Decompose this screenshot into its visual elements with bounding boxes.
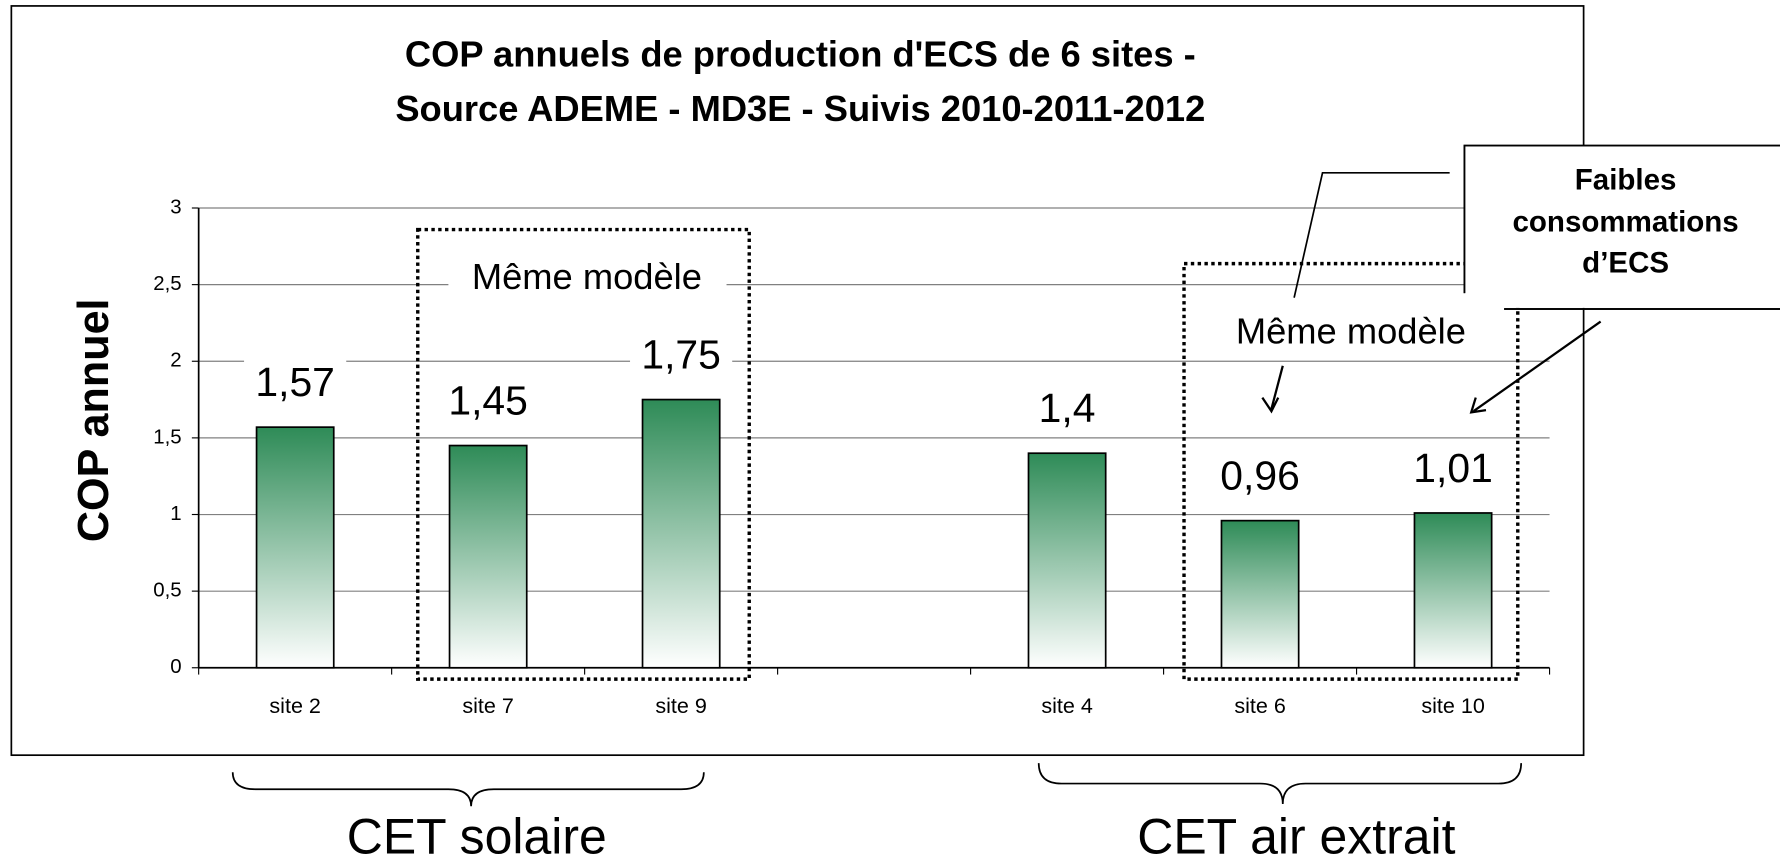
y-tick-label: 2,5 [153, 273, 181, 295]
bar [448, 444, 528, 669]
group-box [1182, 261, 1520, 681]
x-tick-label: site 2 [269, 693, 321, 718]
data-label: 1,75 [641, 331, 721, 377]
y-tick-label: 0,5 [153, 580, 181, 602]
y-axis-label: COP annuel [70, 298, 118, 542]
data-label: 1,01 [1413, 445, 1493, 491]
group-label: CET solaire [347, 808, 607, 861]
label-bg [1016, 385, 1119, 436]
callout-text: d’ECS [1582, 247, 1669, 280]
bar [1413, 512, 1493, 669]
group-label: CET air extrait [1137, 808, 1455, 861]
data-label: 1,4 [1039, 385, 1096, 431]
callout-border [1463, 144, 1780, 310]
y-tick-label: 3 [170, 196, 181, 218]
x-tick-label: site 4 [1041, 693, 1093, 718]
y-tick-label: 0 [170, 656, 181, 678]
y-tick-label: 2 [170, 350, 181, 372]
brace [231, 772, 705, 807]
y-tick-label: 1 [170, 503, 181, 525]
label-bg [1212, 311, 1491, 357]
callout-text: consommations [1513, 206, 1739, 239]
label-bg [448, 256, 727, 303]
data-label: 0,96 [1220, 452, 1300, 498]
x-tick-label: site 7 [462, 693, 514, 718]
chart-title: COP annuels de production d'ECS de 6 sit… [405, 34, 1196, 75]
arrow [1261, 365, 1284, 414]
label-bg [244, 359, 347, 409]
bar [641, 398, 721, 669]
callout-text: Faibles [1575, 164, 1677, 197]
bar [1027, 452, 1107, 669]
y-tick-label: 1,5 [153, 426, 181, 448]
data-label: 1,57 [255, 359, 335, 405]
label-bg [1401, 444, 1505, 495]
x-tick-label: site 9 [655, 693, 707, 718]
label-bg [1208, 452, 1312, 503]
label-bg [630, 331, 733, 382]
annotation: Même modèle [1236, 311, 1466, 352]
callout-line [1293, 171, 1450, 298]
annotation: Même modèle [472, 256, 702, 297]
data-label: 1,45 [448, 377, 528, 423]
label-bg [437, 377, 540, 428]
callout-bg [1465, 146, 1780, 308]
brace [1037, 763, 1523, 805]
bar [255, 426, 335, 669]
arrow [1469, 320, 1602, 414]
bar [1220, 519, 1300, 669]
group-box [416, 227, 751, 681]
plot: 0 0,5 1 1,5 2 2,5 3 site 2 1,57 site 7 1,45 site 9 1… [153, 196, 1551, 718]
x-tick-label: site 6 [1234, 693, 1286, 718]
chart-title: Source ADEME - MD3E - Suivis 2010-2011-2… [395, 88, 1205, 129]
x-tick-label: site 10 [1421, 693, 1485, 718]
